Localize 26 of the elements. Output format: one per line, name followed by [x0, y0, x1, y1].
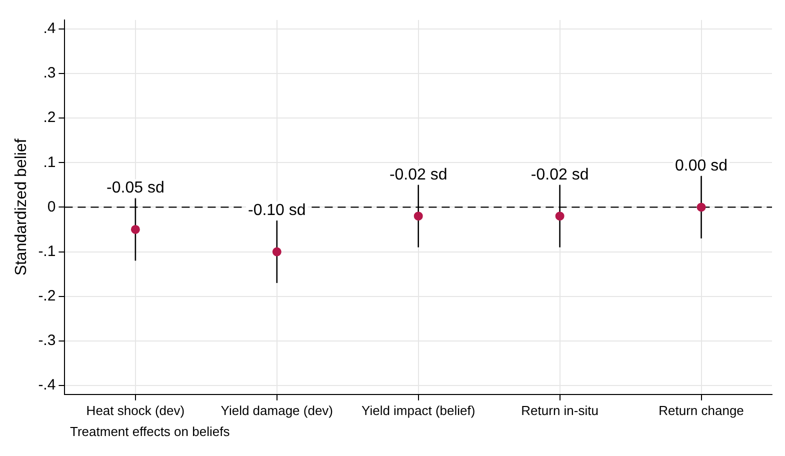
y-tick-label: .2	[43, 109, 56, 126]
point	[414, 212, 423, 221]
y-tick-label: 0	[47, 198, 56, 216]
y-tick-label: -.4	[38, 376, 56, 394]
data-label: 0.00 sd	[675, 157, 728, 174]
data-label: -0.02 sd	[530, 166, 589, 184]
y-axis-title: Standardized belief	[13, 138, 30, 276]
point	[130, 224, 140, 234]
point	[555, 212, 564, 221]
point	[696, 202, 706, 212]
y-tick-label: .4	[43, 20, 56, 38]
point	[272, 247, 282, 256]
x-tick-label: Yield impact (belief)	[362, 402, 476, 418]
y-tick-label: -.1	[38, 242, 56, 260]
data-label: -0.02 sd	[389, 166, 448, 184]
x-tick-label: Yield damage (dev)	[220, 402, 334, 418]
data-label: -0.05 sd	[106, 180, 164, 197]
x-tick-label: Return in-situ	[521, 402, 598, 418]
x-tick-label: Return change	[658, 402, 744, 418]
x-axis-title: Treatment effects on beliefs	[70, 424, 231, 439]
data-label: -0.10 sd	[248, 202, 306, 219]
y-tick-label: -.3	[38, 332, 56, 350]
y-tick-label: .1	[43, 154, 56, 171]
y-tick-label: -.2	[38, 287, 56, 304]
y-tick-label: .3	[43, 64, 56, 82]
x-tick-label: Heat shock (dev)	[86, 402, 185, 418]
